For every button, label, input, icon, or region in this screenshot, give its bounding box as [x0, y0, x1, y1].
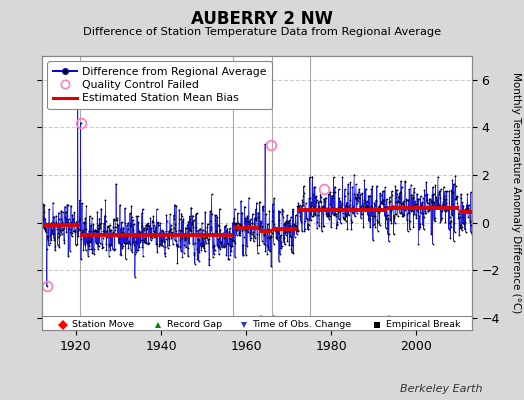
Text: Difference of Station Temperature Data from Regional Average: Difference of Station Temperature Data f…	[83, 27, 441, 37]
Legend: Difference from Regional Average, Quality Control Failed, Estimated Station Mean: Difference from Regional Average, Qualit…	[47, 62, 272, 109]
Text: Berkeley Earth: Berkeley Earth	[400, 384, 482, 394]
Text: Empirical Break: Empirical Break	[386, 320, 460, 329]
Y-axis label: Monthly Temperature Anomaly Difference (°C): Monthly Temperature Anomaly Difference (…	[511, 72, 521, 314]
Text: Record Gap: Record Gap	[167, 320, 222, 329]
Text: AUBERRY 2 NW: AUBERRY 2 NW	[191, 10, 333, 28]
Text: Station Move: Station Move	[72, 320, 134, 329]
Text: Time of Obs. Change: Time of Obs. Change	[253, 320, 352, 329]
Bar	[42, 316, 472, 333]
